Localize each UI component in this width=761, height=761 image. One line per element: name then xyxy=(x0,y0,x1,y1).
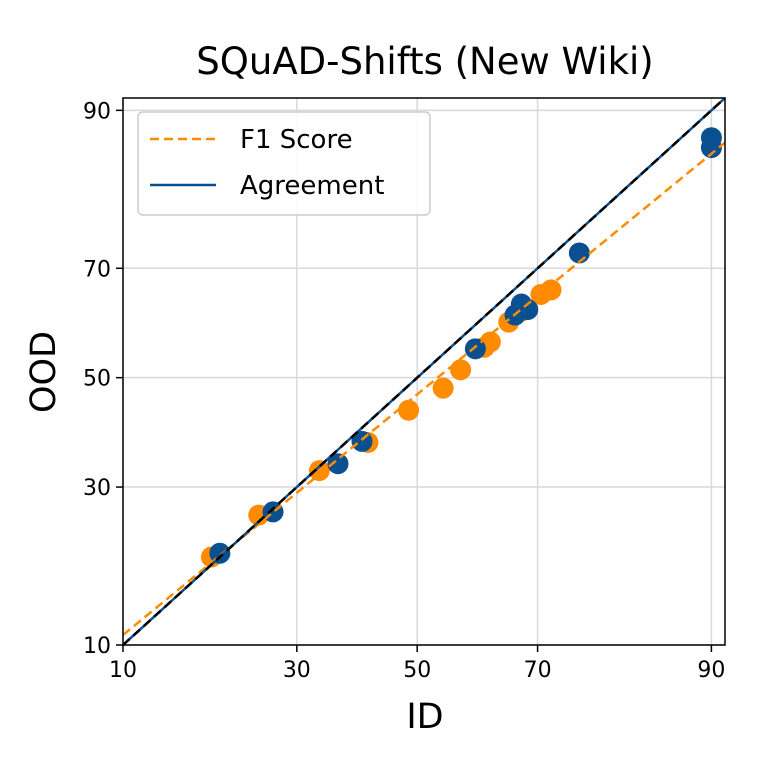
y-tick-label: 90 xyxy=(83,99,111,124)
y-tick-label: 30 xyxy=(83,476,111,501)
agreement-point xyxy=(700,137,722,159)
fit-lines xyxy=(122,97,726,646)
f1-score-point xyxy=(308,460,330,482)
x-tick-label: 10 xyxy=(109,658,137,683)
y-axis-label: OOD xyxy=(24,331,64,413)
reference-line xyxy=(122,97,726,646)
x-axis-label: ID xyxy=(406,697,443,737)
y-tick-label: 50 xyxy=(83,367,111,392)
chart-title: SQuAD-Shifts (New Wiki) xyxy=(196,40,653,83)
x-tick-label: 30 xyxy=(283,658,311,683)
x-tick-label: 70 xyxy=(524,658,552,683)
f1-score-point xyxy=(450,359,472,381)
legend-label-f1-score: F1 Score xyxy=(240,125,353,155)
x-tick-label: 50 xyxy=(403,658,431,683)
scatter-points xyxy=(200,127,722,568)
legend: F1 Score Agreement xyxy=(137,111,431,216)
f1-score-point xyxy=(398,399,420,421)
y-tick-label: 10 xyxy=(83,634,111,659)
legend-label-agreement: Agreement xyxy=(240,171,384,201)
agreement-point xyxy=(464,338,486,360)
agreement-point xyxy=(327,453,349,475)
x-tick-label: 90 xyxy=(697,658,725,683)
y-tick-label: 70 xyxy=(83,257,111,282)
f1-score-point xyxy=(540,279,562,301)
f1-score-point xyxy=(432,377,454,399)
ticks: 10 30 50 70 90 10 30 50 70 90 xyxy=(83,99,725,683)
plot-frame xyxy=(122,97,726,646)
agreement-point xyxy=(517,299,539,321)
